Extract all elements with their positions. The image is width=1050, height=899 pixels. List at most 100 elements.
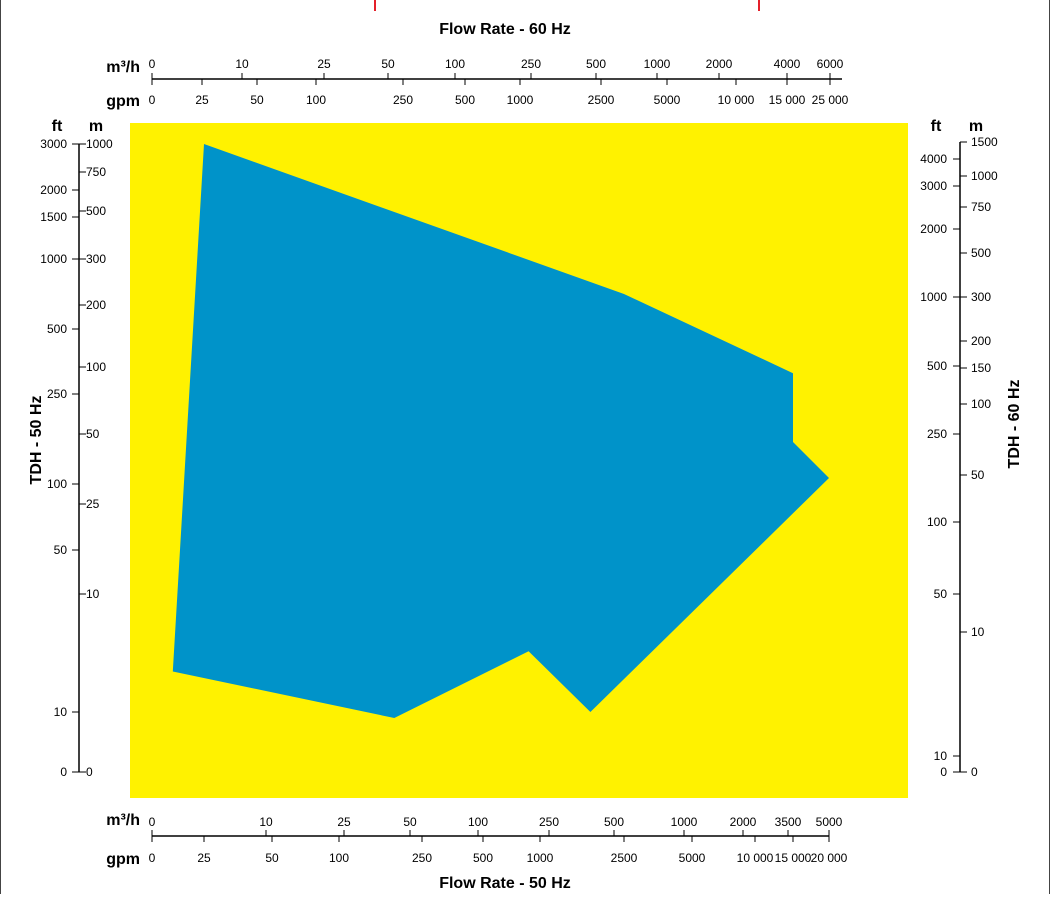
left-ft-tick-label: 50 [54, 543, 68, 557]
bottom-m3h-tick-label: 25 [337, 815, 351, 829]
left-m-tick-label: 10 [86, 587, 100, 601]
top-m3h-tick-label: 2000 [706, 57, 733, 71]
bottom-m3h-unit: m³/h [106, 812, 140, 829]
right-m-tick-label: 100 [971, 397, 991, 411]
left-m-tick-label: 25 [86, 497, 100, 511]
left-ft-tick-label: 3000 [40, 137, 67, 151]
left-axis-title: TDH - 50 Hz [28, 396, 45, 485]
right-m-tick-label: 300 [971, 290, 991, 304]
left-m-tick-label: 750 [86, 165, 106, 179]
bottom-m3h-tick-label: 50 [403, 815, 417, 829]
left-ft-tick-label: 10 [54, 705, 68, 719]
bottom-gpm-tick-label: 50 [265, 851, 279, 865]
bottom-gpm-tick-label: 0 [149, 851, 156, 865]
top-m3h-tick-label: 1000 [644, 57, 671, 71]
top-axis-title: Flow Rate - 60 Hz [439, 21, 571, 38]
left-ft-tick-label: 2000 [40, 183, 67, 197]
bottom-m3h-tick-label: 0 [149, 815, 156, 829]
top-m3h-tick-label: 250 [521, 57, 541, 71]
right-ft-tick-label: 500 [927, 359, 947, 373]
right-m-tick-label: 10 [971, 625, 985, 639]
top-m3h-unit: m³/h [106, 59, 140, 76]
left-m-tick-label: 100 [86, 360, 106, 374]
right-m-tick-label: 150 [971, 361, 991, 375]
top-m3h-tick-label: 500 [586, 57, 606, 71]
top-gpm-tick-label: 5000 [654, 93, 681, 107]
top-gpm-tick-label: 25 [195, 93, 209, 107]
left-ft-tick-label: 0 [60, 765, 67, 779]
right-m-tick-label: 1500 [971, 135, 998, 149]
top-gpm-tick-label: 1000 [507, 93, 534, 107]
bottom-m3h-tick-label: 100 [468, 815, 488, 829]
right-ft-unit: ft [931, 118, 942, 135]
right-axis-title: TDH - 60 Hz [1006, 380, 1023, 469]
top-gpm-tick-label: 2500 [588, 93, 615, 107]
right-ft-tick-label: 100 [927, 515, 947, 529]
right-m-tick-label: 500 [971, 246, 991, 260]
left-ft-tick-label: 250 [47, 387, 67, 401]
right-m-tick-label: 0 [971, 765, 978, 779]
right-m-tick-label: 1000 [971, 169, 998, 183]
left-m-tick-label: 200 [86, 298, 106, 312]
left-ft-tick-label: 1000 [40, 252, 67, 266]
right-ft-tick-label: 4000 [920, 152, 947, 166]
bottom-m3h-tick-label: 5000 [816, 815, 843, 829]
left-ft-tick-label: 500 [47, 322, 67, 336]
coverage-area [172, 144, 830, 718]
top-gpm-tick-label: 250 [393, 93, 413, 107]
left-m-tick-label: 50 [86, 427, 100, 441]
left-m-tick-label: 1000 [86, 137, 113, 151]
bottom-m3h-tick-label: 10 [259, 815, 273, 829]
bottom-gpm-unit: gpm [106, 851, 140, 868]
bottom-gpm-tick-label: 5000 [679, 851, 706, 865]
top-m3h-tick-label: 100 [445, 57, 465, 71]
left-m-tick-label: 0 [86, 765, 93, 779]
top-gpm-tick-label: 0 [149, 93, 156, 107]
right-ft-tick-label: 250 [927, 427, 947, 441]
right-ft-tick-label: 10 [934, 749, 948, 763]
bottom-m3h-tick-label: 1000 [671, 815, 698, 829]
right-ft-tick-label: 1000 [920, 290, 947, 304]
right-m-tick-label: 750 [971, 200, 991, 214]
bottom-axis-title: Flow Rate - 50 Hz [439, 875, 571, 892]
right-m-tick-label: 50 [971, 468, 985, 482]
bottom-gpm-tick-label: 25 [197, 851, 211, 865]
right-ft-tick-label: 2000 [920, 222, 947, 236]
bottom-gpm-tick-label: 1000 [527, 851, 554, 865]
bottom-gpm-tick-label: 10 000 [737, 851, 774, 865]
top-gpm-tick-label: 15 000 [769, 93, 806, 107]
bottom-gpm-tick-label: 2500 [611, 851, 638, 865]
top-gpm-tick-label: 50 [250, 93, 264, 107]
left-m-tick-label: 500 [86, 204, 106, 218]
bottom-gpm-tick-label: 20 000 [811, 851, 848, 865]
top-m3h-tick-label: 6000 [817, 57, 844, 71]
top-gpm-unit: gpm [106, 93, 140, 110]
bottom-gpm-tick-label: 100 [329, 851, 349, 865]
top-gpm-tick-label: 500 [455, 93, 475, 107]
top-m3h-tick-label: 25 [317, 57, 331, 71]
left-ft-tick-label: 1500 [40, 210, 67, 224]
right-ft-tick-label: 0 [940, 765, 947, 779]
top-m3h-tick-label: 4000 [774, 57, 801, 71]
left-ft-unit: ft [52, 118, 63, 135]
top-gpm-tick-label: 25 000 [812, 93, 849, 107]
bottom-m3h-tick-label: 2000 [730, 815, 757, 829]
left-ft-tick-label: 100 [47, 477, 67, 491]
top-gpm-tick-label: 10 000 [718, 93, 755, 107]
top-m3h-tick-label: 0 [149, 57, 156, 71]
top-m3h-tick-label: 50 [381, 57, 395, 71]
left-m-tick-label: 300 [86, 252, 106, 266]
bottom-gpm-tick-label: 250 [412, 851, 432, 865]
right-ft-tick-label: 50 [934, 587, 948, 601]
top-gpm-tick-label: 100 [306, 93, 326, 107]
bottom-m3h-tick-label: 500 [604, 815, 624, 829]
left-m-unit: m [89, 118, 103, 135]
bottom-gpm-tick-label: 500 [473, 851, 493, 865]
right-ft-tick-label: 3000 [920, 179, 947, 193]
bottom-gpm-tick-label: 15 000 [775, 851, 812, 865]
bottom-m3h-tick-label: 250 [539, 815, 559, 829]
right-m-tick-label: 200 [971, 334, 991, 348]
